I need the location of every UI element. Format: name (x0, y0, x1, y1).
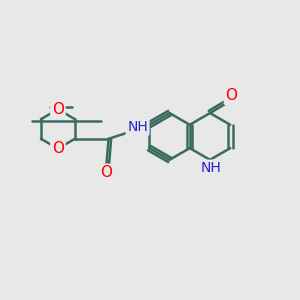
Text: NH: NH (127, 120, 148, 134)
Text: O: O (100, 165, 112, 180)
Text: O: O (52, 141, 64, 156)
Text: O: O (226, 88, 238, 103)
Text: NH: NH (201, 161, 221, 175)
Text: O: O (52, 102, 64, 117)
